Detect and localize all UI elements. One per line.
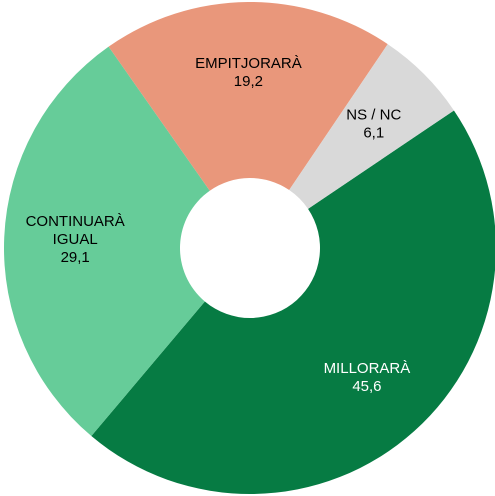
slice-label: EMPITJORARÀ (195, 55, 302, 72)
slice-label: CONTINUARÀ IGUAL (26, 213, 125, 248)
donut-slice (108, 2, 388, 191)
label-line: CONTINUARÀ (26, 213, 125, 230)
label-line: MILLORARÀ (324, 360, 411, 377)
donut-slice (289, 44, 454, 209)
value-label: 45,6 (352, 378, 381, 395)
donut-slice (91, 110, 495, 494)
slice-label: NS / NC (346, 106, 401, 123)
label-line: IGUAL (53, 231, 98, 248)
label-line: EMPITJORARÀ (195, 55, 302, 72)
label-line: NS / NC (346, 106, 401, 123)
slice-label: MILLORARÀ (324, 360, 411, 377)
donut-slice (4, 46, 210, 437)
value-label: 19,2 (234, 73, 263, 90)
value-label: 29,1 (61, 249, 90, 266)
value-label: 6,1 (363, 124, 384, 141)
